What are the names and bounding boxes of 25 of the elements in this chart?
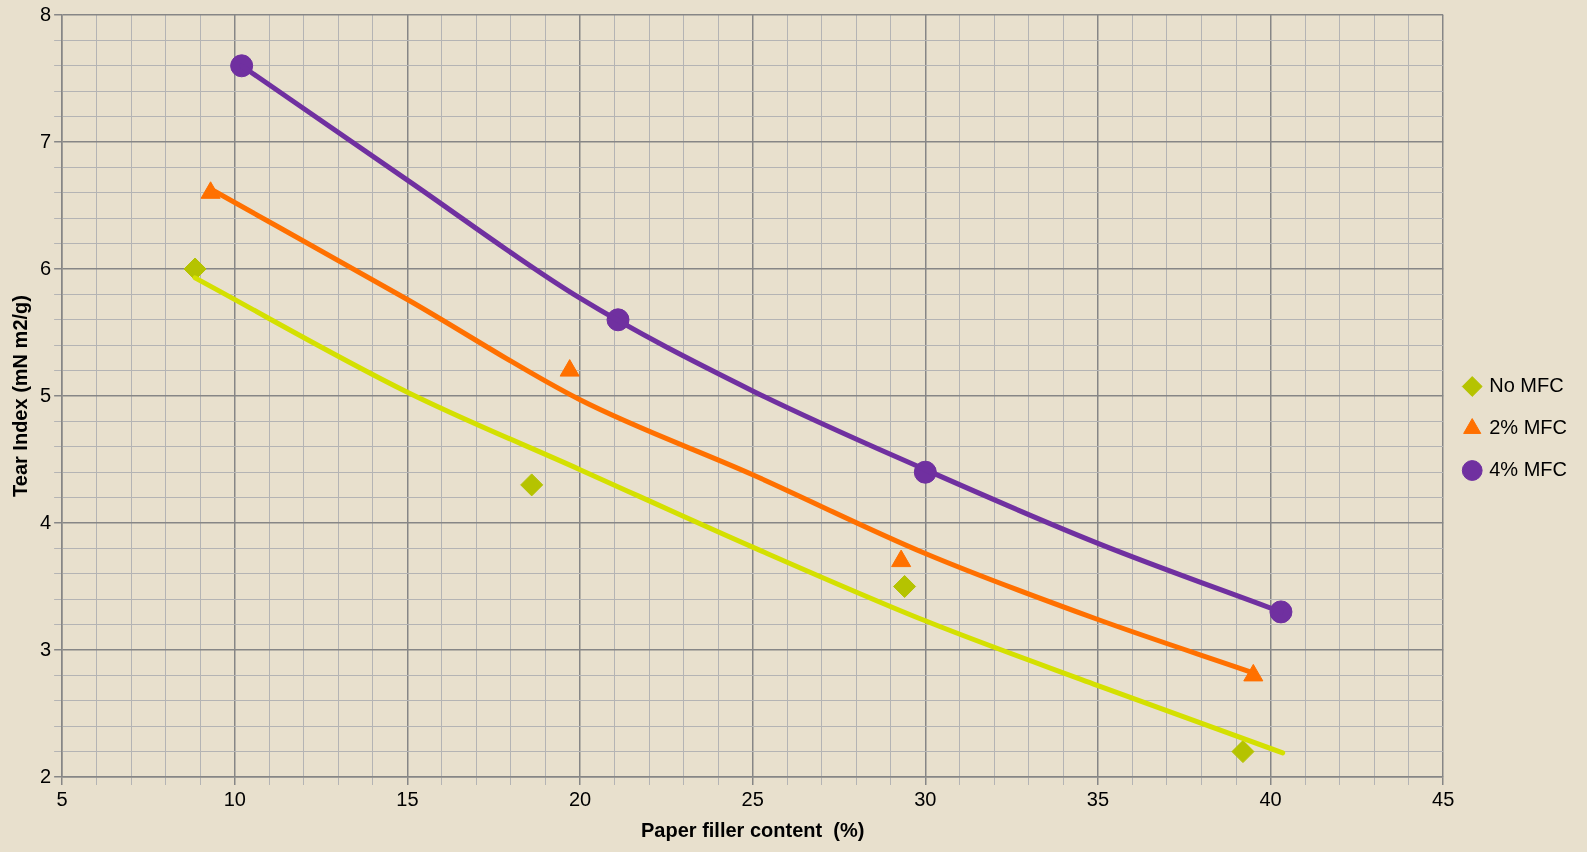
- x-tick-label: 25: [741, 787, 764, 810]
- y-tick-label: 2: [40, 764, 52, 787]
- legend-label: 2% MFC: [1489, 416, 1568, 439]
- point: [893, 575, 917, 598]
- y-tick-label: 5: [40, 383, 52, 406]
- y-tick-label: 3: [40, 637, 52, 660]
- y-tick-label: 4: [40, 510, 52, 533]
- x-tick-label: 45: [1432, 787, 1455, 810]
- legend-label: 4% MFC: [1489, 458, 1568, 481]
- x-tick-label: 10: [223, 787, 246, 810]
- y-tick-label: 7: [40, 129, 52, 152]
- point: [1231, 740, 1255, 764]
- y-axis-title: Tear Index (mN m2/g): [8, 295, 31, 497]
- x-tick-label: 35: [1086, 787, 1110, 810]
- x-tick-label: 15: [396, 787, 419, 810]
- point: [183, 257, 207, 281]
- x-tick-label: 40: [1259, 787, 1282, 810]
- y-tick-label: 8: [40, 2, 52, 25]
- x-tick-label: 5: [56, 787, 68, 810]
- point: [520, 473, 544, 497]
- legend-label: No MFC: [1489, 374, 1564, 397]
- x-tick-label: 20: [568, 787, 592, 810]
- x-axis-title: Paper filler content (%): [640, 818, 865, 841]
- y-tick-label: 6: [40, 256, 52, 279]
- x-tick-label: 30: [914, 787, 937, 810]
